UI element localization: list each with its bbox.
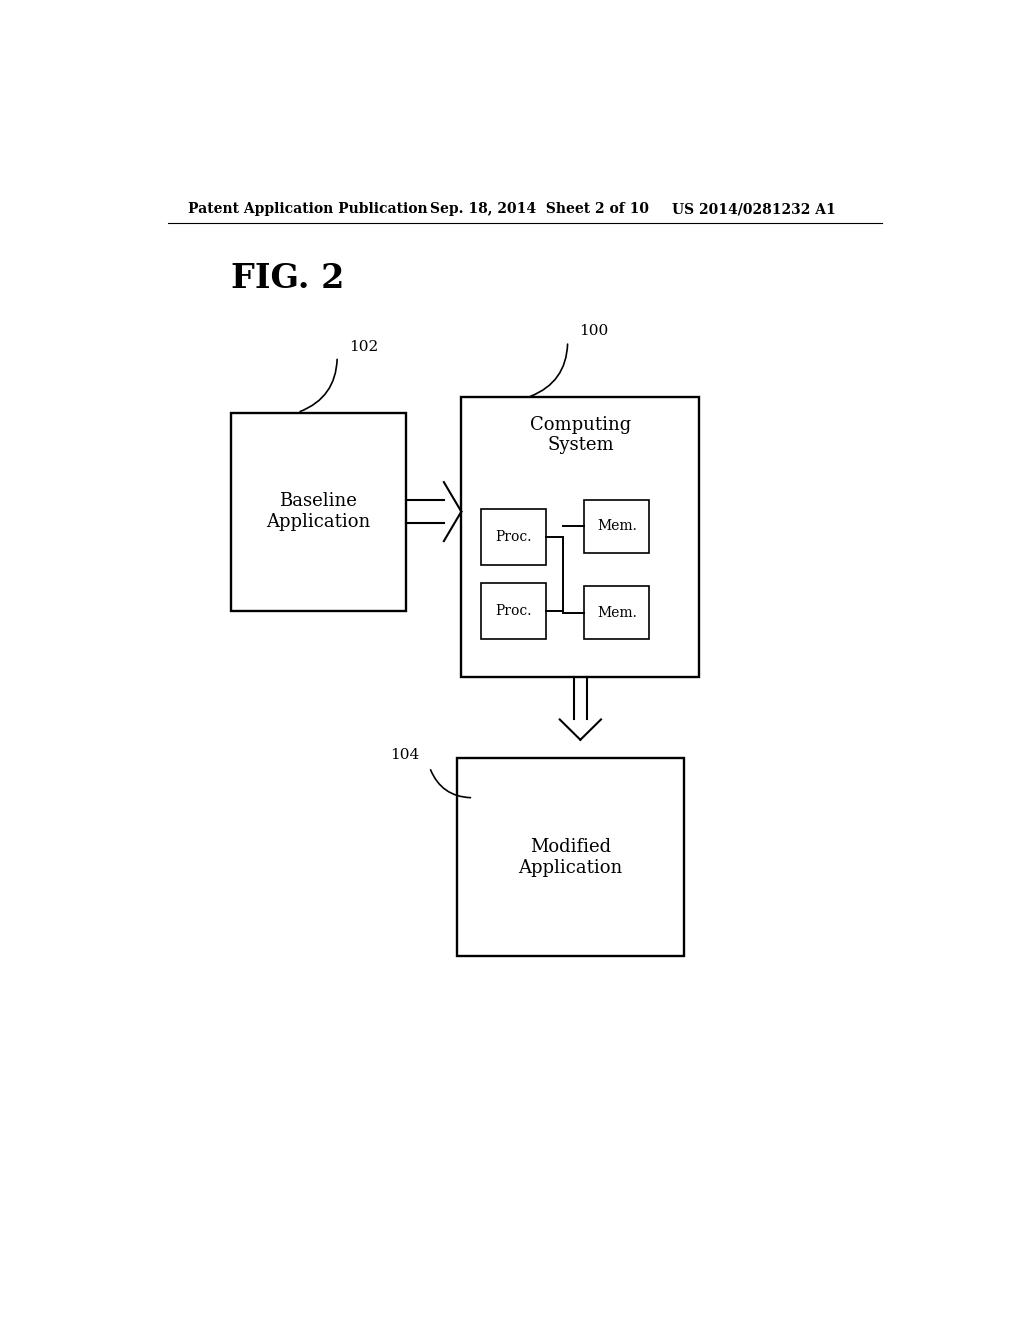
FancyBboxPatch shape <box>461 397 699 677</box>
Text: 100: 100 <box>580 325 609 338</box>
FancyBboxPatch shape <box>231 412 406 611</box>
FancyBboxPatch shape <box>585 586 649 639</box>
FancyBboxPatch shape <box>481 583 546 639</box>
Text: US 2014/0281232 A1: US 2014/0281232 A1 <box>672 202 836 216</box>
FancyBboxPatch shape <box>585 500 649 553</box>
Text: Mem.: Mem. <box>597 519 637 533</box>
Text: Mem.: Mem. <box>597 606 637 619</box>
FancyBboxPatch shape <box>458 758 684 956</box>
Text: FIG. 2: FIG. 2 <box>231 263 344 296</box>
FancyBboxPatch shape <box>481 510 546 565</box>
Text: Computing
System: Computing System <box>529 416 631 454</box>
Text: 104: 104 <box>390 748 419 762</box>
Text: Patent Application Publication: Patent Application Publication <box>187 202 427 216</box>
Text: Proc.: Proc. <box>496 605 531 618</box>
Text: Sep. 18, 2014  Sheet 2 of 10: Sep. 18, 2014 Sheet 2 of 10 <box>430 202 648 216</box>
Text: Proc.: Proc. <box>496 531 531 544</box>
Text: Modified
Application: Modified Application <box>518 838 623 876</box>
Text: 102: 102 <box>349 339 378 354</box>
Text: Baseline
Application: Baseline Application <box>266 492 371 531</box>
